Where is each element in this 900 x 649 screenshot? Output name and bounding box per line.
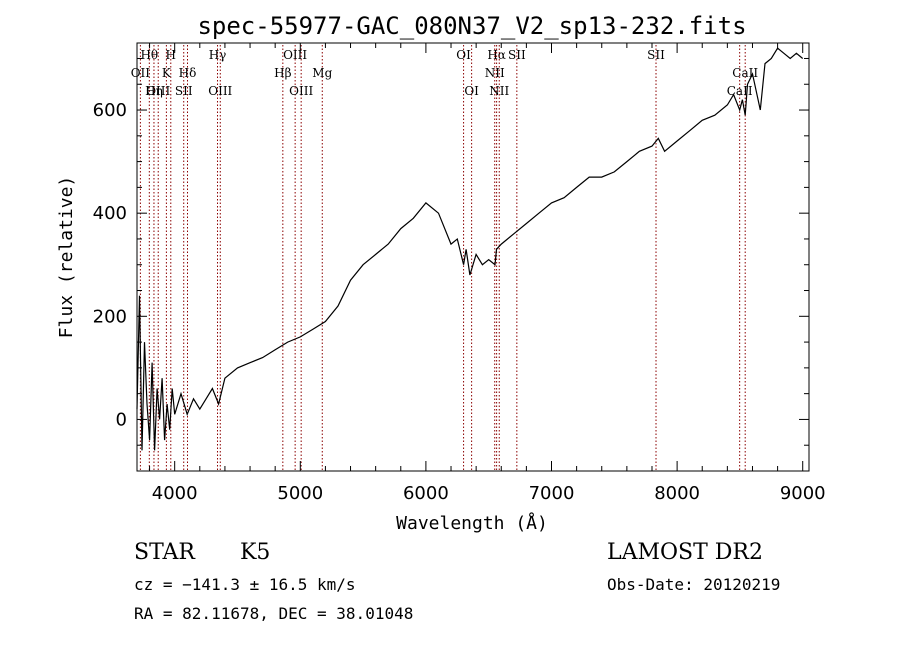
spectral-line-label: SII [647,48,665,62]
y-tick-label: 600 [93,100,127,121]
chart-title: spec-55977-GAC_080N37_V2_sp13-232.fits [197,12,746,40]
spectral-line-label: OIII [208,84,232,98]
spectral-line-label: H [166,48,176,62]
spectral-line-label: NII [485,66,505,80]
spectral-line-label: Hγ [209,48,227,62]
spectral-line-label: OIII [146,84,170,98]
spectral-line-label: OIII [289,84,313,98]
object-subclass: K5 [240,540,271,565]
object-class: STAR [134,540,195,565]
spectral-line-label: NII [489,84,509,98]
spectral-line-label: CaII [732,66,758,80]
spectral-line-label: OII [131,66,151,80]
velocity-readout: cz = −141.3 ± 16.5 km/s [134,575,356,594]
plot-frame [136,42,810,472]
x-axis-label: Wavelength (Å) [396,512,548,534]
spectrum-layer [136,47,804,451]
x-tick-label: 9000 [780,483,826,504]
spectral-line-label: CaII [727,84,753,98]
spectral-lines-layer: Hθ OII OIII HK Hη Hδ SII Hγ OIII OIII Hβ OIII Mg OI OI… [131,45,758,471]
spectral-line-label: Hδ [179,66,197,80]
spectrum-line [136,47,804,451]
y-axis-label: Flux (relative) [56,176,77,339]
spectral-line-label: OI [456,48,471,62]
spectral-line-label: SII [175,84,193,98]
axis-ticks: 4000 5000 6000 7000 8000 9000 0 200 400 600 [93,43,826,504]
spectral-line-label: Hη [145,84,163,98]
y-tick-label: 200 [93,306,127,327]
spectral-line-label: Hβ [274,66,291,80]
spectral-line-label: SII [508,48,526,62]
x-tick-label: 5000 [277,483,323,504]
spectral-line-label: Mg [312,66,332,80]
spectral-line-label: K [162,66,172,80]
y-tick-label: 0 [116,409,127,430]
spectral-line-label: OIII [283,48,307,62]
coordinates: RA = 82.11678, DEC = 38.01048 [134,604,414,623]
spectral-line-label: OI [464,84,479,98]
x-tick-label: 4000 [152,483,198,504]
y-tick-label: 400 [93,203,127,224]
spectral-line-label: Hα [487,48,506,62]
survey-name: LAMOST DR2 [607,540,763,565]
x-tick-label: 7000 [529,483,575,504]
obs-date: Obs-Date: 20120219 [607,575,781,594]
x-tick-label: 6000 [403,483,449,504]
x-tick-label: 8000 [654,483,700,504]
spectral-line-label: Hθ [140,48,158,62]
